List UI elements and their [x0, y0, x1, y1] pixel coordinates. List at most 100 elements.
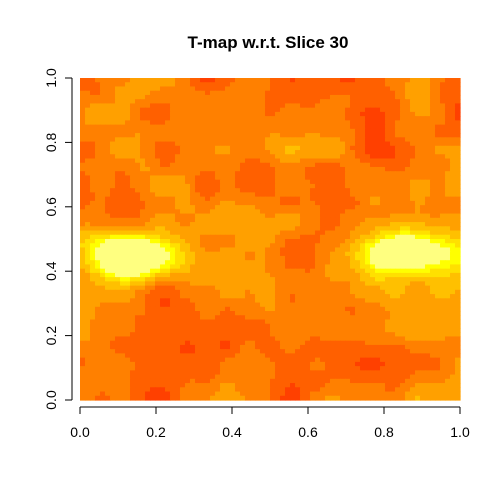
- heatmap-cell: [110, 90, 116, 96]
- heatmap-cell: [440, 234, 446, 240]
- heatmap-cell: [400, 188, 406, 193]
- heatmap-cell: [180, 243, 186, 249]
- heatmap-cell: [85, 315, 91, 321]
- heatmap-cell: [285, 200, 291, 206]
- heatmap-cell: [440, 158, 446, 164]
- heatmap-cell: [360, 196, 366, 202]
- heatmap-cell: [90, 234, 96, 240]
- heatmap-cell: [440, 247, 446, 253]
- heatmap-cell: [310, 332, 316, 338]
- heatmap-cell: [275, 226, 281, 232]
- heatmap-cell: [125, 298, 131, 304]
- heatmap-cell: [215, 179, 221, 185]
- heatmap-cell: [300, 340, 306, 346]
- heatmap-cell: [340, 217, 346, 223]
- heatmap-cell: [380, 327, 386, 333]
- heatmap-cell: [95, 82, 101, 88]
- heatmap-cell: [355, 217, 361, 223]
- heatmap-cell: [435, 124, 441, 130]
- heatmap-cell: [205, 179, 211, 185]
- heatmap-cell: [320, 150, 326, 155]
- heatmap-cell: [90, 103, 96, 109]
- heatmap-cell: [140, 264, 146, 270]
- heatmap-cell: [130, 86, 136, 92]
- heatmap-cell: [340, 175, 346, 181]
- heatmap-cell: [165, 103, 171, 109]
- heatmap-cell: [145, 306, 151, 312]
- heatmap-cell: [105, 171, 111, 177]
- heatmap-cell: [250, 302, 256, 308]
- heatmap-cell: [140, 150, 146, 155]
- heatmap-cell: [165, 78, 171, 83]
- heatmap-cell: [185, 311, 191, 316]
- heatmap-cell: [385, 137, 391, 143]
- heatmap-cell: [175, 171, 181, 177]
- heatmap-cell: [270, 200, 276, 206]
- heatmap-cell: [190, 175, 196, 181]
- heatmap-cell: [160, 285, 166, 291]
- heatmap-cell: [280, 251, 286, 257]
- heatmap-cell: [290, 116, 296, 121]
- heatmap-cell: [330, 141, 336, 147]
- heatmap-cell: [180, 230, 186, 236]
- heatmap-cell: [205, 171, 211, 177]
- heatmap-cell: [135, 217, 141, 223]
- heatmap-cell: [155, 90, 161, 96]
- heatmap-cell: [130, 162, 136, 168]
- heatmap-cell: [160, 183, 166, 189]
- heatmap-cell: [335, 294, 341, 299]
- heatmap-cell: [340, 141, 346, 147]
- heatmap-cell: [205, 128, 211, 134]
- heatmap-cell: [360, 154, 366, 160]
- heatmap-cell: [390, 171, 396, 177]
- heatmap-cell: [395, 141, 401, 147]
- heatmap-cell: [405, 222, 411, 227]
- heatmap-cell: [260, 268, 266, 274]
- heatmap-cell: [440, 349, 446, 354]
- heatmap-cell: [295, 162, 301, 168]
- heatmap-cell: [110, 124, 116, 130]
- heatmap-cell: [140, 344, 146, 350]
- heatmap-cell: [180, 251, 186, 257]
- heatmap-cell: [445, 111, 451, 117]
- heatmap-cell: [350, 349, 356, 354]
- heatmap-cell: [360, 255, 366, 261]
- heatmap-cell: [390, 239, 396, 244]
- heatmap-cell: [195, 145, 201, 151]
- heatmap-cell: [225, 128, 231, 134]
- heatmap-cell: [250, 107, 256, 113]
- heatmap-cell: [450, 120, 456, 126]
- heatmap-cell: [120, 298, 126, 304]
- heatmap-cell: [340, 183, 346, 189]
- heatmap-cell: [290, 319, 296, 325]
- heatmap-cell: [125, 340, 131, 346]
- heatmap-cell: [335, 243, 341, 249]
- heatmap-cell: [320, 192, 326, 198]
- heatmap-cell: [325, 162, 331, 168]
- heatmap-cell: [105, 188, 111, 193]
- heatmap-cell: [310, 90, 316, 96]
- heatmap-cell: [300, 213, 306, 219]
- heatmap-cell: [405, 154, 411, 160]
- heatmap-cell: [155, 226, 161, 232]
- heatmap-cell: [200, 230, 206, 236]
- heatmap-cell: [235, 285, 241, 291]
- heatmap-cell: [190, 353, 196, 359]
- heatmap-cell: [270, 137, 276, 143]
- heatmap-cell: [290, 332, 296, 338]
- heatmap-cell: [135, 82, 141, 88]
- heatmap-cell: [85, 166, 91, 172]
- heatmap-cell: [175, 243, 181, 249]
- heatmap-cell: [285, 327, 291, 333]
- heatmap-cell: [90, 94, 96, 100]
- heatmap-cell: [425, 340, 431, 346]
- heatmap-cell: [265, 319, 271, 325]
- heatmap-cell: [145, 349, 151, 354]
- heatmap-cell: [190, 344, 196, 350]
- heatmap-cell: [405, 116, 411, 121]
- heatmap-cell: [105, 264, 111, 270]
- heatmap-cell: [120, 150, 126, 155]
- heatmap-cell: [120, 154, 126, 160]
- heatmap-cell: [165, 226, 171, 232]
- heatmap-cell: [280, 128, 286, 134]
